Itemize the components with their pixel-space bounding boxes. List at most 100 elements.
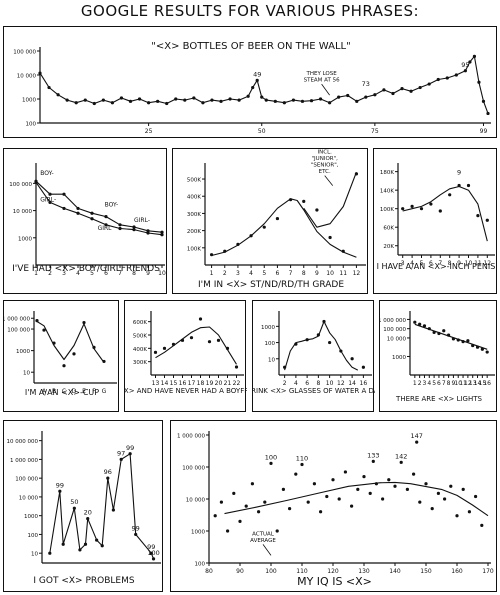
x-tick-label: 160	[451, 568, 463, 575]
data-point	[74, 101, 78, 105]
data-point	[468, 60, 472, 64]
data-label: 49	[253, 70, 261, 78]
data-point	[449, 484, 453, 488]
x-tick-label: 2	[418, 380, 422, 387]
y-tick-label: 1000	[261, 325, 275, 331]
series-line	[284, 320, 359, 371]
y-tick-label: 600K	[133, 320, 147, 326]
x-tick-label: 3	[401, 260, 405, 267]
y-tick-label: 1 000 000	[4, 317, 30, 323]
data-point	[412, 472, 416, 476]
chart-svg: 100 1000 10 000 100 000 25 50 75 99 49 73 95 THEY L…	[13, 41, 491, 135]
data-point	[83, 542, 88, 546]
chart-title: "<X> BOTTLES OF BEER ON THE WALL"	[151, 41, 350, 52]
panel-never-boyfriend: 300K 400K 500K 600K 13141516171819202122I'M …	[124, 300, 247, 412]
data-point	[47, 85, 51, 90]
x-tick-label: 80	[205, 568, 213, 575]
data-point	[300, 462, 304, 467]
data-point	[62, 206, 66, 211]
chart-title: DRINK <X> GLASSES OF WATER A DAY	[253, 387, 375, 395]
data-point	[147, 101, 151, 105]
data-point	[309, 99, 314, 103]
data-point	[315, 208, 319, 212]
data-point	[106, 476, 110, 480]
data-point	[325, 494, 329, 499]
y-tick-label: 10 000	[13, 209, 33, 215]
data-point	[381, 497, 385, 501]
y-tick-label: 140K	[380, 189, 394, 195]
data-point	[481, 99, 486, 103]
chart-svg: 10 100 1000 10 000 100 000 1 000 000 10 000 00…	[7, 431, 161, 586]
data-point	[306, 500, 310, 504]
x-tick-label: 1	[210, 270, 214, 277]
panel-problems: 10 100 1000 10 000 100 000 1 000 000 10 000 00…	[3, 420, 163, 592]
data-point	[415, 440, 419, 444]
data-point	[328, 235, 332, 240]
data-label: 142	[395, 452, 407, 460]
x-tick-label: 7	[118, 270, 122, 277]
data-point	[111, 508, 115, 512]
data-label: 95	[461, 61, 469, 69]
y-tick-label: 1 000 000	[10, 458, 38, 464]
data-point	[228, 97, 232, 101]
x-tick-label: 75	[371, 128, 379, 135]
y-tick-label: 1000	[191, 530, 205, 536]
x-tick-label: 12	[337, 380, 345, 387]
data-point	[350, 504, 354, 508]
x-tick-label: 2	[48, 270, 52, 277]
data-point	[38, 71, 42, 75]
data-point	[269, 461, 273, 465]
x-tick-label: 19	[206, 380, 214, 387]
series-line	[36, 321, 105, 363]
data-point	[466, 183, 471, 188]
data-label: 96	[104, 468, 112, 476]
x-tick-label: 8	[316, 380, 320, 387]
data-point	[399, 460, 403, 464]
x-tick-label: 4	[410, 260, 414, 267]
data-label: 73	[362, 80, 370, 88]
x-tick-label: 5	[432, 380, 436, 387]
x-tick-label: 1	[34, 270, 38, 277]
x-tick-label: 6	[104, 270, 108, 277]
data-point	[237, 98, 241, 102]
data-point	[461, 487, 465, 491]
data-point	[382, 88, 386, 92]
data-point	[302, 199, 306, 203]
x-tick-label: 10	[158, 270, 166, 277]
data-point	[95, 538, 99, 542]
data-point	[58, 489, 62, 493]
series-line	[414, 323, 488, 350]
data-point	[455, 514, 459, 518]
data-point	[364, 95, 368, 99]
data-point	[262, 225, 266, 229]
data-point	[454, 73, 458, 77]
data-point	[72, 506, 76, 510]
data-point	[213, 514, 217, 518]
x-tick-label: 4	[427, 380, 431, 387]
x-tick-label: 13	[152, 380, 160, 387]
data-label: 147	[410, 432, 422, 440]
y-tick-label: 100 000	[7, 328, 30, 334]
data-point	[328, 101, 332, 105]
data-point	[300, 99, 305, 103]
y-tick-label: 100 000	[13, 50, 36, 56]
x-tick-label: 130	[358, 568, 370, 575]
panel-bottles-of-beer: 100 1000 10 000 100 000 25 50 75 99 49 73 95 THEY L…	[3, 26, 497, 138]
data-point	[226, 529, 230, 533]
data-label: 133	[367, 451, 379, 459]
data-point	[210, 98, 214, 102]
data-point	[486, 111, 490, 116]
x-tick-label: F	[92, 388, 96, 395]
data-point	[362, 475, 366, 479]
x-tick-label: 120	[327, 568, 339, 575]
series-label: BOY-	[40, 170, 54, 177]
callout-text: "SENIOR",	[311, 163, 339, 169]
data-point	[418, 85, 422, 90]
x-tick-label: E	[82, 388, 86, 395]
data-point	[443, 497, 447, 501]
series-label: GIRL	[98, 225, 113, 232]
data-point	[128, 452, 132, 456]
x-tick-label: 10	[326, 270, 334, 277]
callout-text: THEY LOSE	[305, 71, 337, 77]
data-point	[246, 94, 250, 98]
